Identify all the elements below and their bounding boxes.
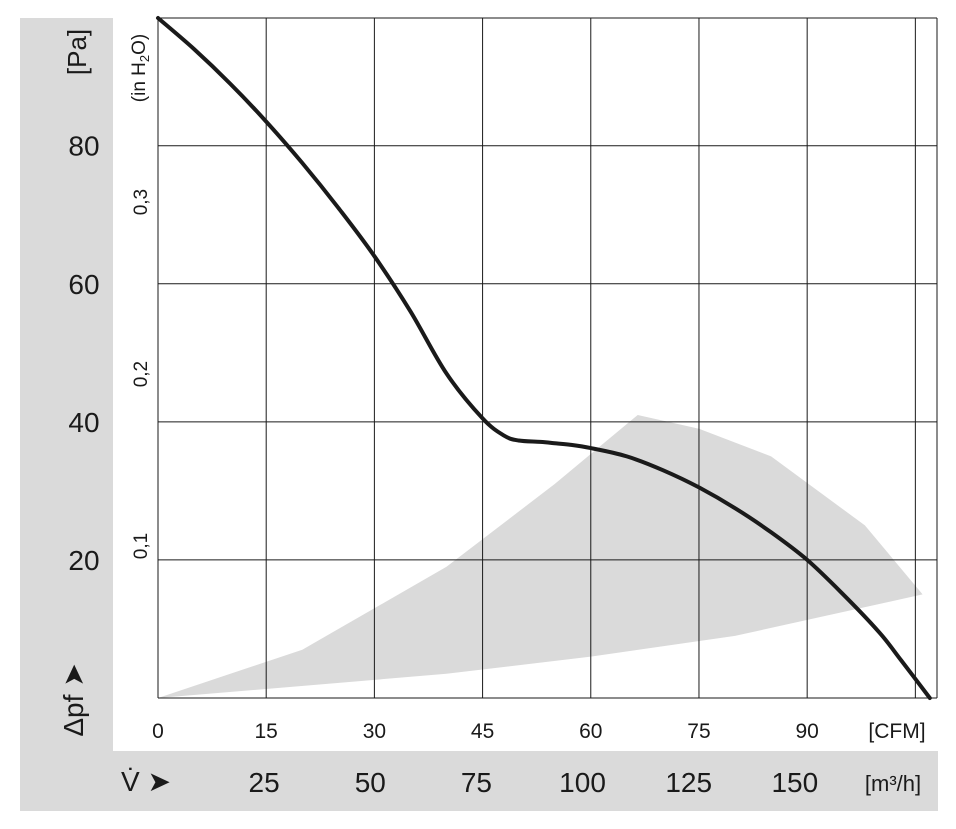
- m3h-unit-label: [m³/h]: [865, 771, 921, 796]
- cfm-tick-label: 15: [255, 720, 278, 743]
- in-h2o-unit-label: (in H2O): [129, 34, 152, 102]
- grid: [157, 17, 938, 699]
- pa-tick-label: 60: [68, 269, 99, 300]
- in-h2o-tick-labels: 0,3 0,2 0,1: [131, 189, 152, 559]
- in-h2o-tick-label: 0,1: [131, 533, 152, 559]
- m3h-tick-label: 125: [665, 767, 712, 798]
- pa-tick-label: 40: [68, 407, 99, 438]
- bottom-axis-band: [113, 751, 938, 811]
- left-axis-band: [20, 18, 113, 811]
- pa-tick-label: 80: [68, 131, 99, 162]
- m3h-tick-label: 25: [249, 767, 280, 798]
- y-axis-label: Δpf ➤: [58, 663, 89, 736]
- cfm-unit-label: [CFM]: [868, 720, 925, 743]
- in-h2o-tick-label: 0,3: [131, 189, 152, 215]
- pa-tick-labels: 80 60 40 20: [68, 131, 99, 576]
- pa-tick-label: 20: [68, 545, 99, 576]
- cfm-tick-label: 45: [471, 720, 494, 743]
- pa-unit-label: [Pa]: [62, 29, 92, 75]
- cfm-tick-label: 30: [363, 720, 386, 743]
- cfm-tick-label: 75: [687, 720, 710, 743]
- x-axis-label: V̇ ➤: [121, 766, 171, 797]
- m3h-tick-label: 150: [771, 767, 818, 798]
- in-h2o-tick-label: 0,2: [131, 361, 152, 387]
- cfm-tick-label: 90: [795, 720, 818, 743]
- cfm-tick-label: 0: [152, 720, 164, 743]
- pressure-curve: [156, 16, 932, 700]
- m3h-tick-label: 100: [559, 767, 606, 798]
- operating-region: [158, 415, 923, 698]
- in-h2o-unit-prefix: (in H: [129, 62, 150, 102]
- m3h-tick-label: 50: [355, 767, 386, 798]
- in-h2o-unit-sub: 2: [137, 55, 152, 62]
- m3h-tick-labels: 25 50 75 100 125 150: [249, 767, 819, 798]
- m3h-tick-label: 75: [461, 767, 492, 798]
- cfm-tick-label: 60: [579, 720, 602, 743]
- in-h2o-unit-suffix: O): [129, 34, 150, 55]
- cfm-tick-labels: 0 15 30 45 60 75 90: [152, 720, 819, 743]
